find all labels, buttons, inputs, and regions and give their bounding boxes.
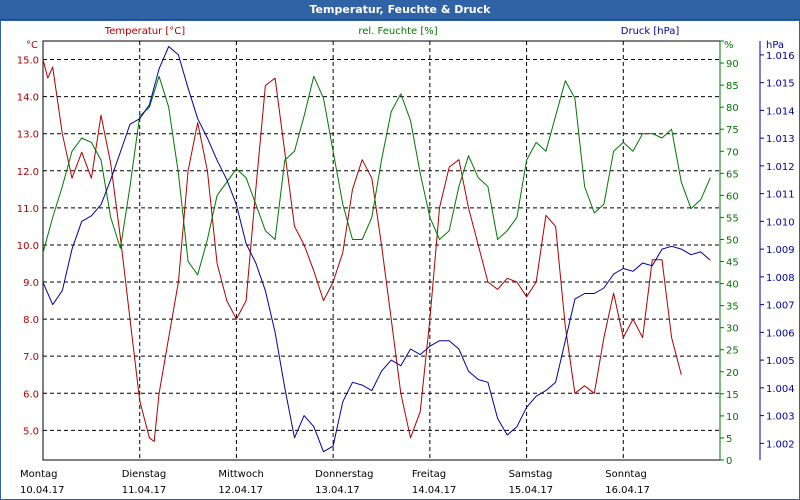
day-label: Sonntag (605, 469, 647, 480)
tick-label-pressure: 1.004 (766, 384, 795, 395)
date-label: 14.04.17 (412, 485, 457, 496)
tick-label-humidity: 0 (726, 456, 732, 467)
tick-label-temperature: 15.0 (17, 56, 39, 67)
day-label: Montag (20, 469, 57, 480)
tick-label-humidity: 5 (726, 434, 732, 445)
axis-unit-pressure: hPa (766, 40, 784, 51)
tick-label-temperature: 8.0 (23, 315, 39, 326)
tick-label-temperature: 7.0 (23, 352, 39, 363)
series-line-middle (42, 75, 711, 276)
tick-label-pressure: 1.006 (766, 328, 795, 339)
tick-label-humidity: 60 (726, 191, 739, 202)
date-label: 11.04.17 (122, 485, 167, 496)
tick-label-humidity: 25 (726, 346, 739, 357)
tick-label-pressure: 1.013 (766, 134, 795, 145)
tick-label-pressure: 1.003 (766, 412, 795, 423)
tick-label-humidity: 35 (726, 302, 739, 313)
axis-days: Montag 10.04.17 Dienstag 11.04.17 Mittwoch 12… (20, 469, 650, 496)
tick-label-temperature: 12.0 (17, 167, 39, 178)
day-label: Mittwoch (218, 469, 263, 480)
tick-label-pressure: 1.008 (766, 273, 795, 284)
tick-label-humidity: 40 (726, 280, 739, 291)
tick-label-temperature: 10.0 (17, 241, 39, 252)
tick-label-pressure: 1.007 (766, 301, 795, 312)
date-label: 16.04.17 (605, 485, 650, 496)
series-line-left (42, 59, 682, 442)
tick-label-humidity: 50 (726, 235, 739, 246)
day-label: Samstag (509, 469, 553, 480)
date-label: 13.04.17 (315, 485, 360, 496)
axis-unit-temperature: °C (26, 40, 38, 51)
tick-label-pressure: 1.002 (766, 439, 795, 450)
tick-label-humidity: 90 (726, 59, 739, 70)
tick-label-humidity: 65 (726, 169, 739, 180)
tick-label-temperature: 6.0 (23, 389, 39, 400)
plot-area (42, 40, 721, 461)
tick-label-humidity: 30 (726, 324, 739, 335)
tick-label-humidity: 20 (726, 368, 739, 379)
tick-label-pressure: 1.014 (766, 106, 795, 117)
date-label: 10.04.17 (20, 485, 65, 496)
tick-label-humidity: 75 (726, 125, 739, 136)
window-title-bar: Temperatur, Feuchte & Druck (0, 0, 800, 20)
tick-label-temperature: 9.0 (23, 278, 39, 289)
tick-label-humidity: 55 (726, 213, 739, 224)
day-label: Dienstag (122, 469, 167, 480)
tick-label-temperature: 5.0 (23, 426, 39, 437)
legend-entry-middle: rel. Feuchte [%] (358, 26, 437, 37)
tick-label-pressure: 1.005 (766, 356, 795, 367)
window-title: Temperatur, Feuchte & Druck (309, 3, 491, 16)
day-label: Freitag (412, 469, 446, 480)
series-line-right (42, 46, 711, 453)
tick-label-pressure: 1.016 (766, 51, 795, 62)
legend-entry-right: Druck [hPa] (621, 26, 680, 37)
axis-unit-humidity: % (724, 40, 734, 51)
tick-label-pressure: 1.015 (766, 79, 795, 90)
tick-label-pressure: 1.010 (766, 217, 795, 228)
tick-label-pressure: 1.009 (766, 245, 795, 256)
tick-label-temperature: 14.0 (17, 93, 39, 104)
tick-label-humidity: 70 (726, 147, 739, 158)
tick-label-humidity: 45 (726, 258, 739, 269)
tick-label-temperature: 13.0 (17, 130, 39, 141)
tick-label-humidity: 10 (726, 412, 739, 423)
day-label: Donnerstag (315, 469, 373, 480)
legend: Temperatur [°C] rel. Feuchte [%] Druck [hP… (104, 26, 680, 37)
tick-label-temperature: 11.0 (17, 204, 39, 215)
series-layer (42, 46, 711, 453)
tick-label-humidity: 80 (726, 103, 739, 114)
tick-label-pressure: 1.011 (766, 190, 795, 201)
tick-label-humidity: 15 (726, 390, 739, 401)
date-label: 15.04.17 (509, 485, 554, 496)
axis-temperature: °C 15.0 14.0 13.0 12.0 11.0 10.0 9.0 8.0 7.0 6.0 5.… (17, 40, 39, 437)
tick-label-pressure: 1.012 (766, 162, 795, 173)
tick-label-humidity: 85 (726, 81, 739, 92)
date-label: 12.04.17 (218, 485, 263, 496)
legend-entry-left: Temperatur [°C] (104, 26, 185, 37)
